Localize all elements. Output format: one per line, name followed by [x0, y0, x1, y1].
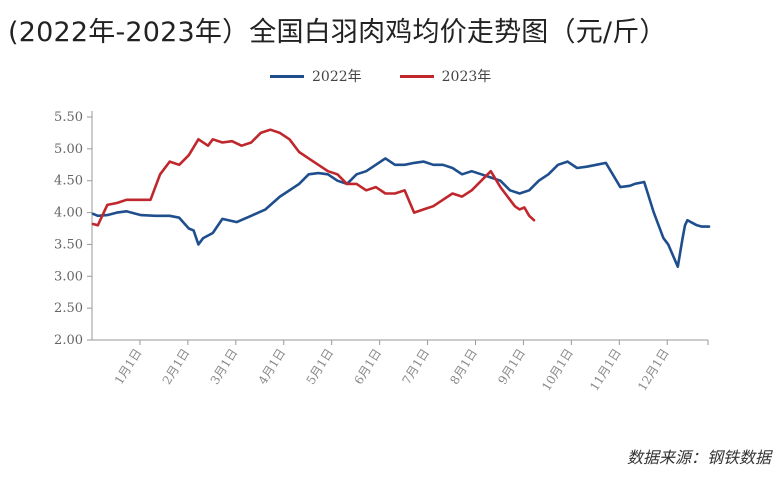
- series-lines: [91, 128, 711, 269]
- series-line-2023: [91, 128, 536, 227]
- x-tick-label: 2月1日: [160, 346, 193, 387]
- x-tick-label: 7月1日: [399, 346, 432, 387]
- x-tick-label: 11月1日: [587, 346, 624, 393]
- x-tick-label: 3月1日: [208, 346, 241, 387]
- y-tick-label: 3.00: [54, 269, 83, 284]
- y-tick-label: 5.00: [54, 142, 83, 157]
- y-tick-label: 2.00: [54, 333, 83, 348]
- x-tick-label: 12月1日: [635, 346, 672, 393]
- chart-title: (2022年-2023年）全国白羽肉鸡均价走势图（元/斤）: [8, 17, 667, 48]
- y-tick-label: 4.00: [54, 206, 83, 221]
- legend-label-2022: 2022年: [312, 69, 362, 85]
- legend: 2022年 2023年: [270, 66, 491, 86]
- x-tick-label: 8月1日: [447, 346, 480, 387]
- y-tick-label: 4.50: [54, 174, 83, 189]
- chart-axes: [87, 111, 709, 345]
- x-tick-label: 9月1日: [495, 346, 528, 387]
- y-tick-label: 2.50: [54, 301, 83, 316]
- tick-labels: 2.00 2.50 3.00 3.50 4.00 4.50 5.00 5.50 1月1日 2月1日…: [54, 110, 672, 393]
- legend-item-2023: 2023年: [399, 66, 492, 86]
- x-tick-label: 5月1日: [304, 346, 337, 387]
- x-tick-label: 6月1日: [351, 346, 384, 387]
- y-tick-label: 5.50: [54, 110, 83, 125]
- x-tick-label: 4月1日: [256, 346, 289, 387]
- x-tick-label: 1月1日: [112, 346, 145, 387]
- legend-item-2022: 2022年: [270, 66, 362, 86]
- series-line-2022: [91, 157, 711, 269]
- x-tick-label: 10月1日: [539, 346, 576, 393]
- legend-label-2023: 2023年: [441, 69, 492, 85]
- legend-swatch-2023: [399, 74, 434, 78]
- y-tick-label: 3.50: [54, 237, 83, 252]
- legend-swatch-2022: [270, 74, 304, 78]
- source-note: 数据来源：钢铁数据: [626, 448, 771, 467]
